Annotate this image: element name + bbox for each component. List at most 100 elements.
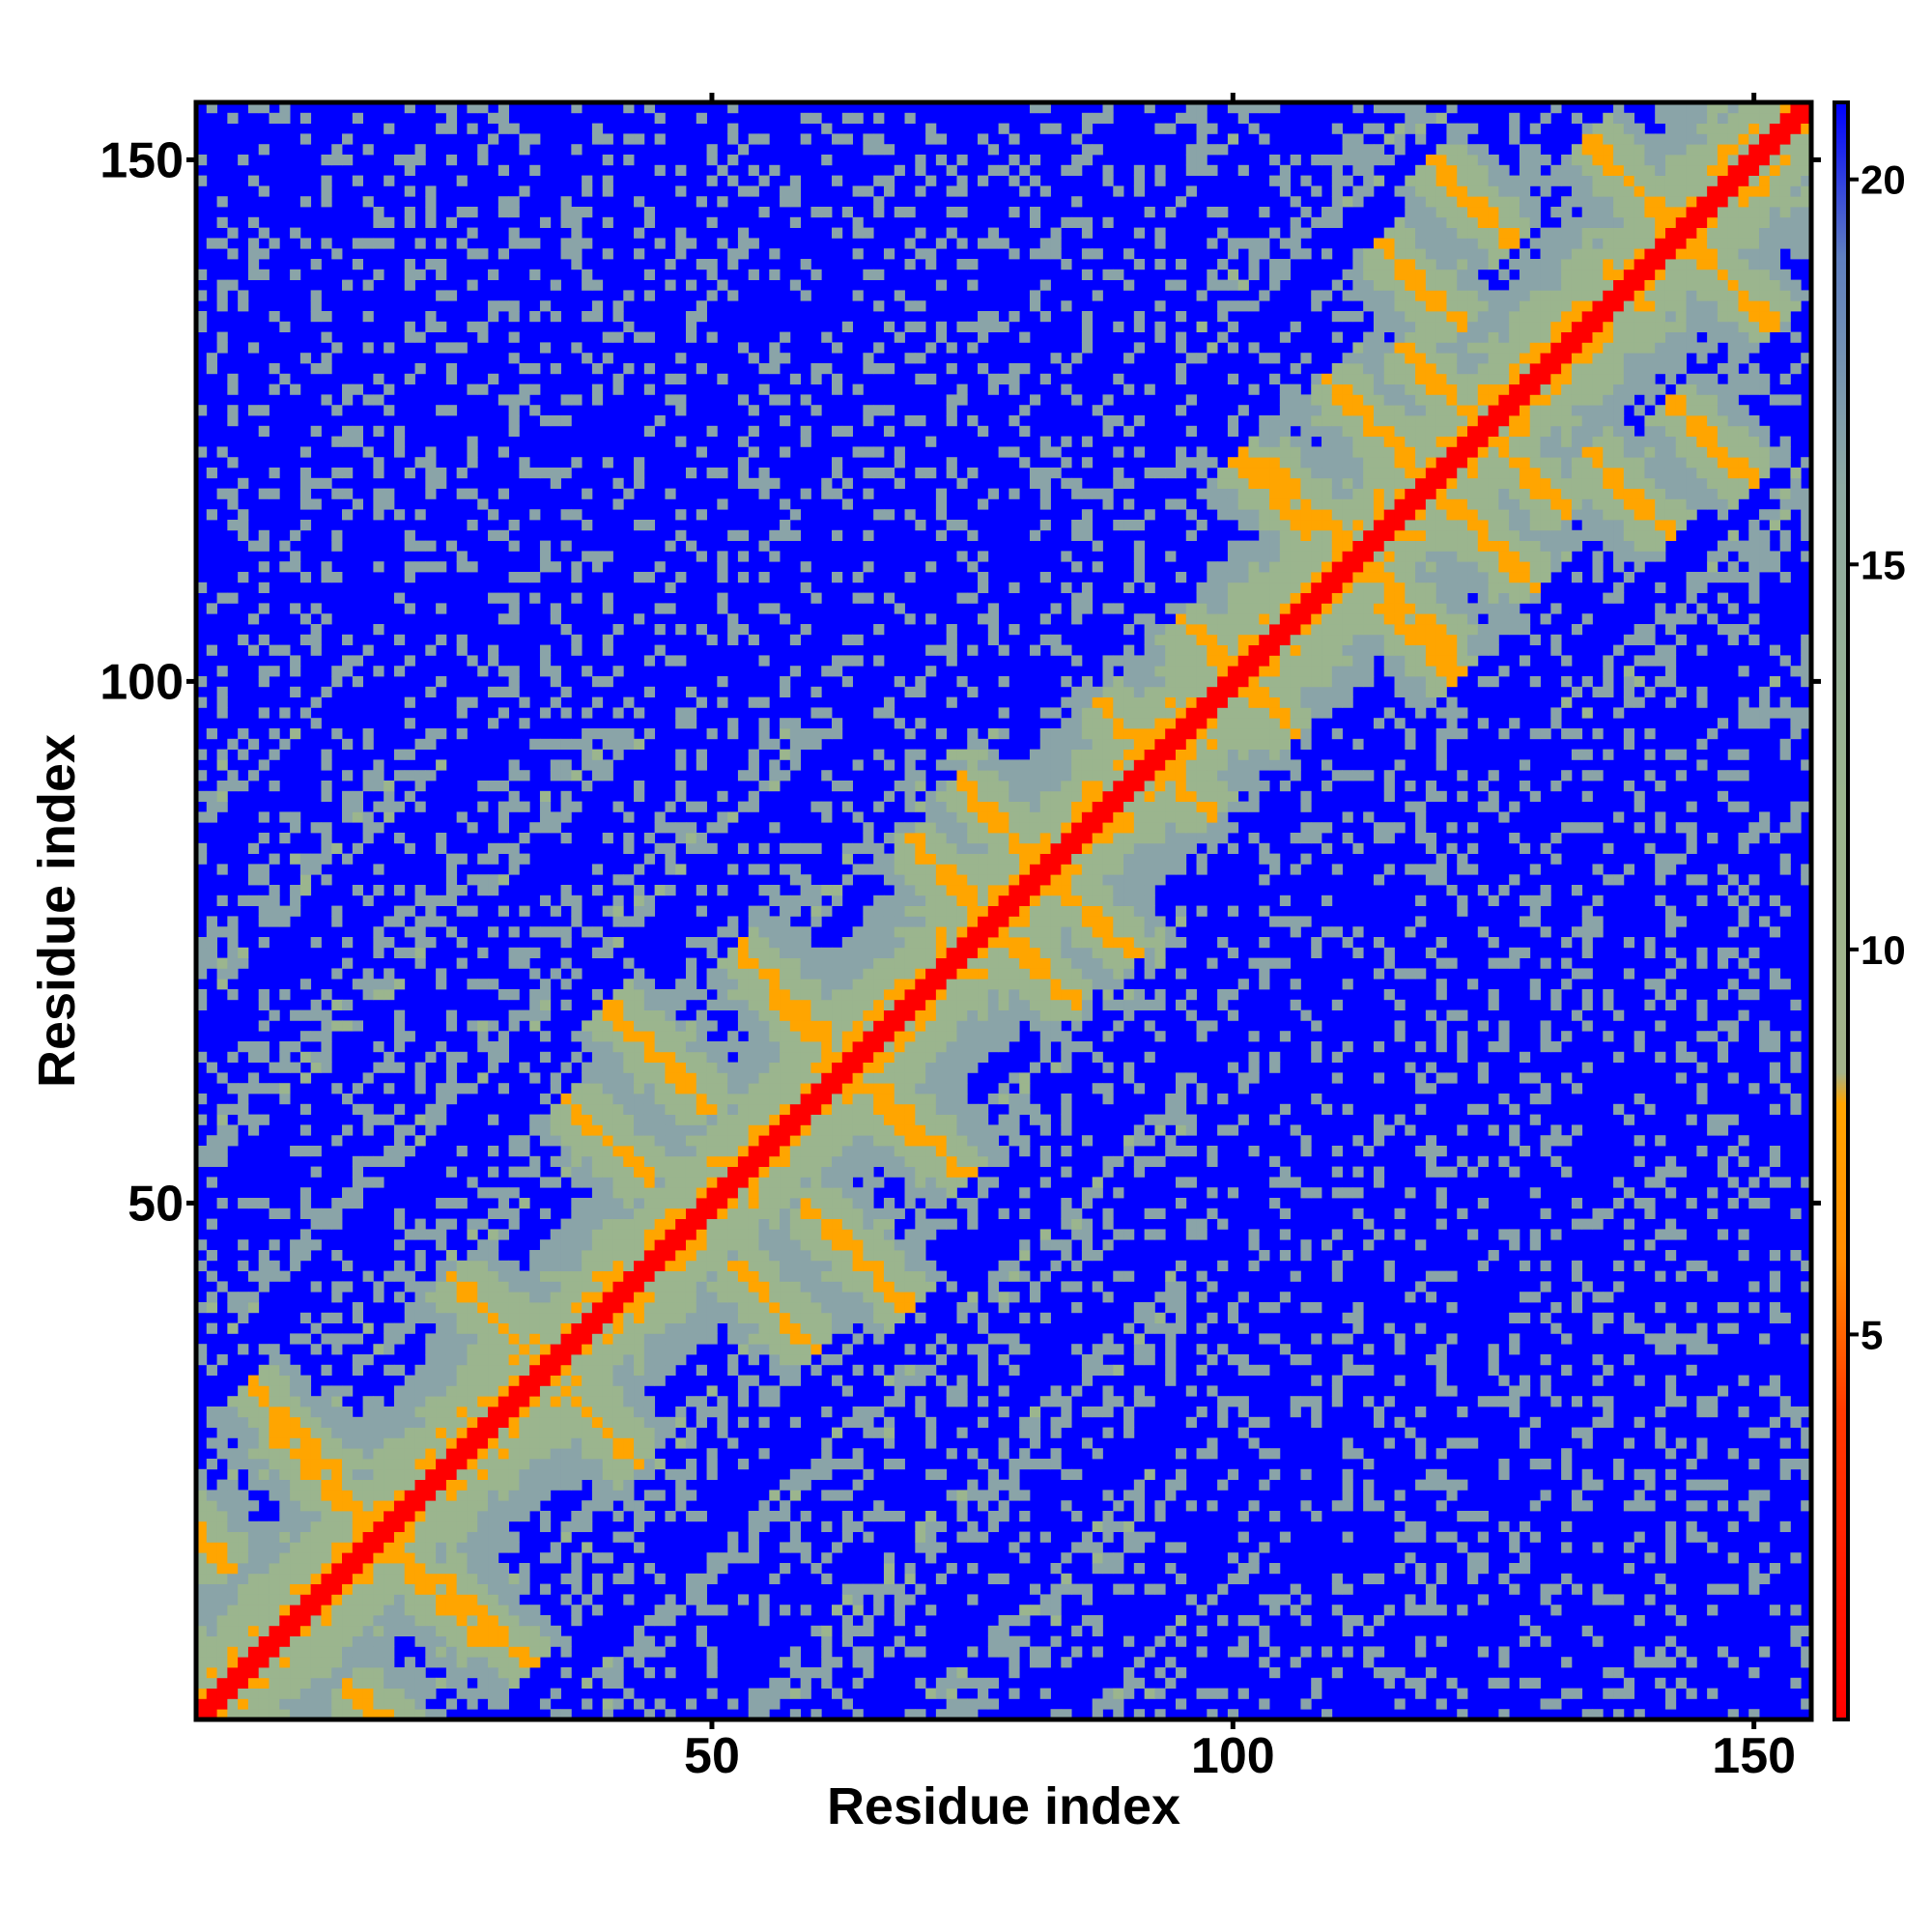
- heatmap-cell: [1342, 1479, 1353, 1491]
- heatmap-cell: [758, 1166, 770, 1178]
- heatmap-cell: [227, 926, 239, 938]
- heatmap-cell: [1467, 1437, 1479, 1449]
- heatmap-cell: [748, 1322, 759, 1334]
- heatmap-cell: [737, 248, 750, 260]
- heatmap-cell: [456, 1292, 468, 1303]
- heatmap-cell: [247, 102, 260, 114]
- heatmap-cell: [863, 1427, 874, 1438]
- heatmap-cell: [1623, 1322, 1635, 1334]
- heatmap-cell: [310, 1239, 322, 1251]
- heatmap-cell: [321, 1009, 332, 1021]
- heatmap-cell: [404, 718, 415, 729]
- heatmap-cell: [247, 770, 260, 781]
- heatmap-cell: [591, 1051, 604, 1063]
- heatmap-cell: [467, 248, 478, 260]
- heatmap-cell: [216, 1605, 228, 1616]
- heatmap-cell: [456, 1459, 468, 1470]
- heatmap-cell: [550, 1709, 561, 1720]
- heatmap-cell: [1383, 1260, 1395, 1271]
- heatmap-cell: [560, 1103, 572, 1115]
- heatmap-cell: [987, 1677, 1000, 1689]
- heatmap-cell: [352, 1625, 363, 1636]
- heatmap-cell: [1686, 1479, 1697, 1491]
- heatmap-cell: [488, 842, 499, 854]
- heatmap-cell: [1655, 1646, 1666, 1658]
- heatmap-cell: [1092, 1364, 1103, 1376]
- heatmap-cell: [841, 1511, 853, 1522]
- heatmap-cell: [227, 1406, 239, 1418]
- heatmap-cell: [612, 1531, 624, 1543]
- heatmap-cell: [758, 1709, 770, 1720]
- heatmap-cell: [602, 1344, 613, 1355]
- heatmap-cell: [362, 342, 374, 354]
- heatmap-cell: [623, 1260, 635, 1271]
- heatmap-cell: [227, 947, 239, 958]
- heatmap-cell: [1019, 1459, 1031, 1470]
- heatmap-cell: [737, 1239, 750, 1251]
- heatmap-cell: [1175, 1312, 1187, 1323]
- heatmap-cell: [1185, 1416, 1197, 1428]
- heatmap-cell: [727, 1155, 739, 1167]
- heatmap-cell: [529, 1114, 541, 1125]
- heatmap-cell: [1009, 1260, 1020, 1271]
- heatmap-cell: [915, 1375, 926, 1386]
- heatmap-cell: [1373, 1229, 1385, 1240]
- heatmap-cell: [550, 1396, 561, 1407]
- heatmap-cell: [321, 781, 332, 792]
- heatmap-cell: [414, 1520, 426, 1532]
- heatmap-cell: [436, 1041, 447, 1053]
- heatmap-cell: [299, 1490, 312, 1501]
- heatmap-cell: [362, 1114, 374, 1125]
- heatmap-cell: [1342, 1625, 1353, 1636]
- heatmap-cell: [1165, 1322, 1177, 1334]
- heatmap-cell: [1581, 1479, 1593, 1491]
- heatmap-cell: [737, 1072, 750, 1084]
- heatmap-cell: [436, 1281, 447, 1293]
- heatmap-cell: [685, 957, 697, 969]
- heatmap-cell: [373, 373, 384, 384]
- heatmap-cell: [373, 1542, 384, 1553]
- heatmap-cell: [216, 592, 228, 604]
- heatmap-cell: [539, 1322, 552, 1334]
- heatmap-cell: [737, 989, 750, 1001]
- heatmap-cell: [821, 1667, 833, 1679]
- heatmap-cell: [915, 1250, 926, 1262]
- heatmap-cell: [321, 1406, 332, 1418]
- heatmap-cell: [290, 853, 301, 865]
- heatmap-cell: [1529, 1229, 1541, 1240]
- heatmap-cell: [1623, 1563, 1635, 1575]
- heatmap-cell: [1415, 1322, 1427, 1334]
- heatmap-cell: [1571, 1260, 1583, 1271]
- heatmap-cell: [290, 1416, 301, 1428]
- heatmap-cell: [1561, 1573, 1573, 1584]
- heatmap-cell: [1509, 1312, 1520, 1323]
- heatmap-cell: [832, 1260, 843, 1271]
- heatmap-cell: [1415, 1688, 1427, 1699]
- heatmap-cell: [1363, 1218, 1375, 1230]
- heatmap-cell: [488, 1583, 499, 1595]
- heatmap-cell: [800, 1677, 811, 1689]
- heatmap-cell: [445, 1281, 458, 1293]
- heatmap-cell: [946, 1344, 957, 1355]
- heatmap-cell: [269, 1468, 280, 1480]
- heatmap-cell: [623, 1218, 635, 1230]
- heatmap-cell: [1519, 1635, 1531, 1647]
- heatmap-cell: [310, 999, 322, 1010]
- heatmap-cell: [196, 1354, 208, 1366]
- heatmap-cell: [1039, 1229, 1051, 1240]
- heatmap-cell: [915, 1531, 926, 1543]
- heatmap-cell: [362, 1646, 374, 1658]
- heatmap-cell: [238, 509, 249, 521]
- heatmap-cell: [675, 529, 687, 541]
- heatmap-cell: [269, 363, 280, 375]
- heatmap-cell: [675, 655, 687, 667]
- heatmap-cell: [706, 822, 718, 834]
- heatmap-cell: [1394, 1698, 1406, 1710]
- heatmap-cell: [196, 1114, 208, 1125]
- heatmap-cell: [821, 1292, 833, 1303]
- heatmap-cell: [810, 1187, 822, 1199]
- heatmap-cell: [238, 1531, 249, 1543]
- heatmap-cell: [654, 1239, 666, 1251]
- heatmap-cell: [706, 634, 718, 645]
- heatmap-cell: [1592, 1583, 1604, 1595]
